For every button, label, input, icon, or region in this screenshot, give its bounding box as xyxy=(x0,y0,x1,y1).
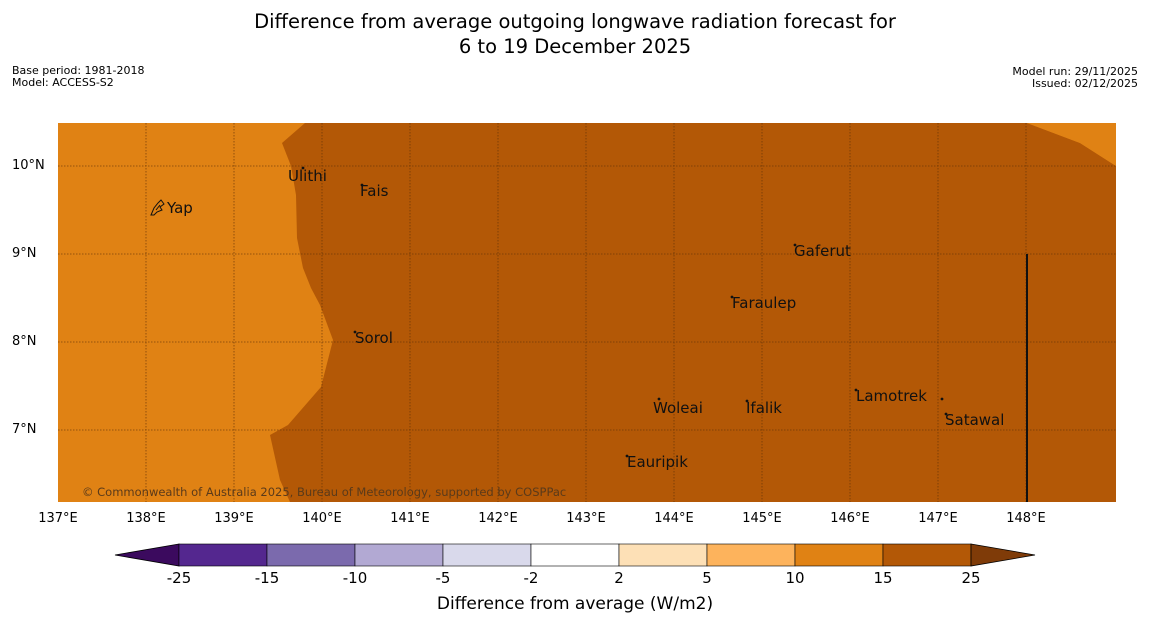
label-woleai: Woleai xyxy=(653,399,703,417)
colorbar-swatch xyxy=(794,543,884,567)
label-sorol: Sorol xyxy=(355,329,393,347)
colorbar-tick-label: 25 xyxy=(961,569,981,587)
faraulep-dot xyxy=(730,295,734,299)
field-band-10-15-corner xyxy=(1027,123,1116,166)
colorbar-swatch xyxy=(178,543,268,567)
islands xyxy=(150,166,948,458)
lon-label-143e: 143°E xyxy=(566,511,606,526)
lon-label-138e: 138°E xyxy=(126,511,166,526)
gaferut-dot xyxy=(793,243,797,247)
label-ulithi: Ulithi xyxy=(288,167,327,185)
colorbar-tick-label: -2 xyxy=(523,569,539,587)
lon-label-144e: 144°E xyxy=(654,511,694,526)
lon-label-142e: 142°E xyxy=(478,511,518,526)
colorbar-tick-label: 15 xyxy=(873,569,893,587)
elato-dot xyxy=(940,397,944,401)
ifalik-dot xyxy=(745,399,749,403)
lat-label-10n: 10°N xyxy=(12,158,45,173)
title-line-1: Difference from average outgoing longwav… xyxy=(254,10,896,33)
fais-dot xyxy=(360,183,364,187)
label-satawal: Satawal xyxy=(945,411,1004,429)
lon-label-148e: 148°E xyxy=(1006,511,1046,526)
label-yap: Yap xyxy=(166,199,193,217)
colorbar-tick-label: -5 xyxy=(435,569,451,587)
lon-label-145e: 145°E xyxy=(742,511,782,526)
lon-label-139e: 139°E xyxy=(214,511,254,526)
colorbar-tick-label: 10 xyxy=(785,569,805,587)
colorbar-tick-label: 5 xyxy=(702,569,712,587)
colorbar-swatch xyxy=(442,543,532,567)
copyright-notice: © Commonwealth of Australia 2025, Bureau… xyxy=(82,485,566,499)
colorbar-swatch xyxy=(530,543,620,567)
colorbar-tick-label: -25 xyxy=(166,569,192,587)
colorbar-swatch xyxy=(618,543,708,567)
colorbar-extend-high xyxy=(970,543,1036,567)
lat-label-8n: 8°N xyxy=(12,334,37,349)
label-fais: Fais xyxy=(360,182,389,200)
colorbar-extend-low xyxy=(114,543,180,567)
satawal-dot xyxy=(944,412,948,416)
label-lamotrek: Lamotrek xyxy=(856,387,927,405)
ulithi-dot xyxy=(301,166,305,170)
lat-label-7n: 7°N xyxy=(12,422,37,437)
sorol-dot xyxy=(353,330,357,334)
eauripik-dot xyxy=(625,454,629,458)
lon-label-147e: 147°E xyxy=(918,511,958,526)
lon-label-137e: 137°E xyxy=(38,511,78,526)
base-period: Base period: 1981-2018 xyxy=(12,64,145,77)
colorbar xyxy=(114,543,1036,567)
field-band-15-25 xyxy=(270,123,1116,502)
model-name: Model: ACCESS-S2 xyxy=(12,76,114,89)
yap-island-shape xyxy=(150,199,165,216)
label-eauripik: Eauripik xyxy=(627,453,688,471)
colorbar-swatch xyxy=(882,543,972,567)
lon-label-146e: 146°E xyxy=(830,511,870,526)
label-gaferut: Gaferut xyxy=(794,242,851,260)
model-run: Model run: 29/11/2025 xyxy=(1012,65,1138,78)
colorbar-tick-label: 2 xyxy=(614,569,624,587)
colorbar-swatch xyxy=(354,543,444,567)
lamotrek-dot xyxy=(854,388,858,392)
colorbar-swatch xyxy=(706,543,796,567)
title-line-2: 6 to 19 December 2025 xyxy=(458,35,692,58)
meta-right: Model run: 29/11/2025 Issued: 02/12/2025 xyxy=(1012,66,1138,90)
lon-label-141e: 141°E xyxy=(390,511,430,526)
lon-label-140e: 140°E xyxy=(302,511,342,526)
colorbar-tick-label: -15 xyxy=(254,569,280,587)
label-faraulep: Faraulep xyxy=(732,294,796,312)
map-title: Difference from average outgoing longwav… xyxy=(0,9,1150,59)
colorbar-swatch xyxy=(266,543,356,567)
meta-left: Base period: 1981-2018 Model: ACCESS-S2 xyxy=(12,65,144,89)
label-ifalik: Ifalik xyxy=(746,399,782,417)
lat-label-9n: 9°N xyxy=(12,246,37,261)
woleai-dot xyxy=(657,397,661,401)
colorbar-tick-label: -10 xyxy=(342,569,368,587)
issued-date: Issued: 02/12/2025 xyxy=(1031,77,1138,90)
colorbar-title: Difference from average (W/m2) xyxy=(436,594,714,614)
